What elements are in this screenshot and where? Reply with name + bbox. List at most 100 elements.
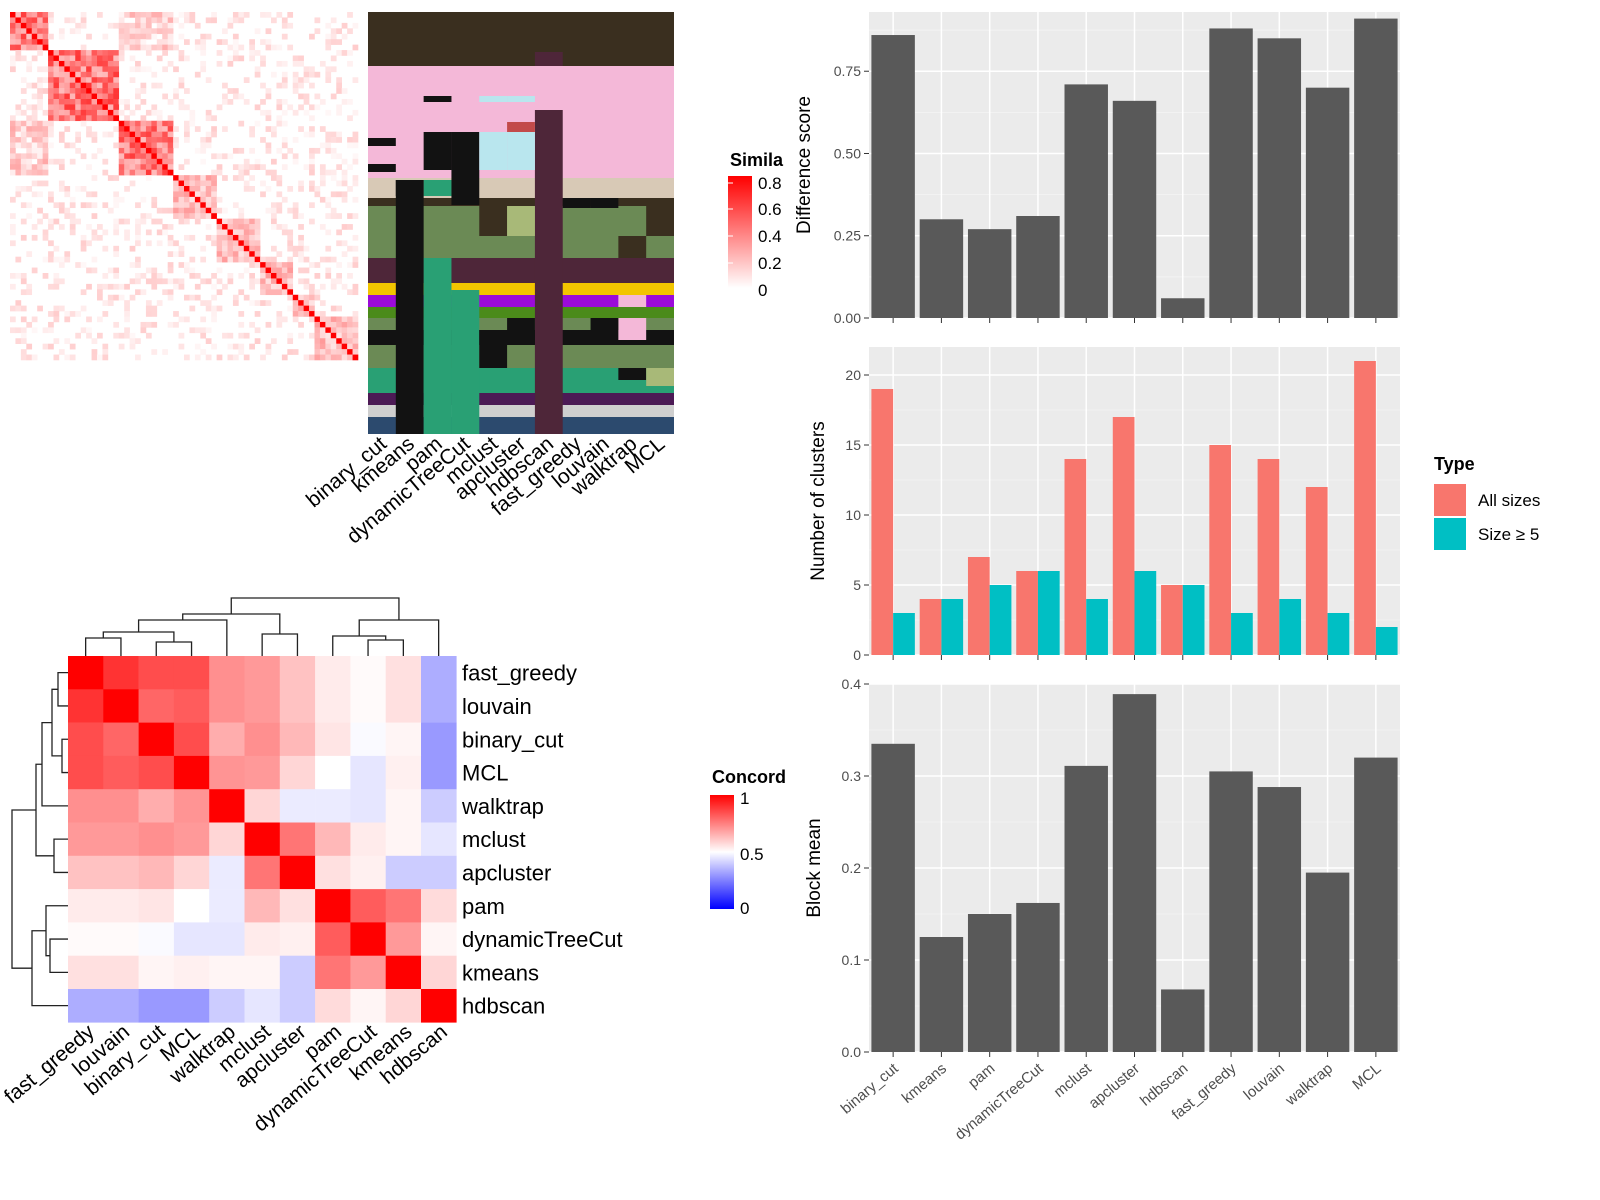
bar [967, 229, 1012, 318]
concordance-row-label: louvain [462, 694, 532, 719]
similarity-cell [118, 283, 125, 290]
similarity-cell [249, 164, 255, 170]
similarity-cell [69, 60, 76, 67]
similarity-cell [216, 207, 223, 214]
type-legend-swatch [1434, 484, 1466, 516]
assignment-cell [368, 164, 396, 172]
similarity-cell [86, 33, 92, 40]
bar [941, 599, 964, 655]
similarity-cell [243, 332, 250, 339]
similarity-cell [319, 343, 326, 350]
similarity-cell [31, 55, 38, 62]
similarity-cell [140, 115, 147, 122]
similarity-cell [309, 289, 315, 296]
similarity-cell [42, 169, 49, 176]
similarity-cell [91, 354, 98, 361]
similarity-cell [124, 44, 130, 51]
similarity-cell [319, 126, 326, 132]
similarity-cell [80, 109, 87, 116]
similarity-cell [336, 109, 342, 116]
similarity-cell [118, 169, 125, 176]
similarity-cell [20, 28, 27, 35]
similarity-cell [249, 234, 255, 241]
similarity-cell [254, 251, 261, 257]
similarity-cell [276, 175, 283, 181]
concordance-cell [315, 889, 351, 923]
similarity-cell [156, 44, 163, 51]
similarity-cell [298, 267, 304, 274]
similarity-cell [145, 17, 152, 24]
similarity-cell [211, 213, 217, 219]
similarity-cell [178, 164, 185, 170]
similarity-cell [287, 234, 294, 241]
similarity-cell [135, 126, 141, 132]
concordance-cell [385, 855, 422, 890]
similarity-cell [287, 294, 294, 301]
similarity-cell [336, 77, 342, 83]
similarity-cell [10, 305, 16, 312]
similarity-cell [347, 186, 353, 192]
similarity-cell [64, 50, 71, 56]
similarity-cell [249, 256, 255, 263]
similarity-cell [64, 354, 71, 361]
similarity-cell [91, 88, 98, 94]
similarity-cell [53, 338, 60, 344]
similarity-cell [140, 126, 147, 132]
bar [967, 557, 990, 655]
similarity-cell [276, 278, 283, 285]
similarity-cell [265, 93, 272, 100]
concordance-cell [279, 955, 316, 990]
similarity-cell [178, 218, 185, 225]
similarity-cell [216, 164, 223, 170]
similarity-cell [15, 120, 22, 127]
similarity-cell [129, 338, 136, 344]
similarity-cell [107, 300, 114, 306]
similarity-cell [330, 55, 337, 62]
similarity-cell [325, 109, 332, 116]
row-dendrogram [61, 738, 68, 774]
similarity-cell [287, 240, 294, 247]
similarity-cell [53, 55, 60, 62]
similarity-cell [173, 66, 179, 73]
similarity-cell [124, 28, 130, 35]
similarity-cell [309, 186, 315, 192]
similarity-cell [184, 186, 190, 192]
similarity-cell [75, 147, 81, 154]
similarity-cell [303, 245, 310, 252]
similarity-cell [249, 283, 255, 290]
concordance-cell [209, 689, 245, 723]
similarity-cell [58, 164, 65, 170]
concordance-cell [173, 889, 210, 923]
similarity-cell [91, 349, 98, 355]
similarity-cell [298, 294, 304, 301]
similarity-cell [243, 180, 250, 187]
concordance-cell [279, 822, 316, 857]
similarity-cell [135, 240, 141, 247]
similarity-cell [325, 66, 332, 73]
similarity-cell [135, 28, 141, 35]
similarity-cell [53, 109, 60, 116]
similarity-cell [205, 191, 212, 198]
similarity-cell [26, 186, 33, 192]
similarity-cell [53, 66, 60, 73]
similarity-cell [86, 71, 92, 78]
similarity-cell [309, 131, 315, 138]
similarity-cell [156, 109, 163, 116]
similarity-cell [303, 99, 310, 105]
similarity-cell [118, 17, 125, 24]
similarity-cell [276, 316, 283, 323]
similarity-cell [86, 55, 92, 62]
similarity-cell [227, 22, 234, 29]
similarity-cell [80, 55, 87, 62]
similarity-cell [222, 229, 228, 236]
similarity-cell [162, 158, 168, 165]
similarity-cell [26, 60, 33, 67]
concordance-colorbar [710, 795, 734, 909]
similarity-cell [58, 115, 65, 122]
similarity-cell [69, 93, 76, 100]
similarity-cell [281, 153, 288, 160]
bar [871, 743, 915, 1052]
similarity-cell [330, 147, 337, 154]
concordance-cell [209, 922, 245, 956]
